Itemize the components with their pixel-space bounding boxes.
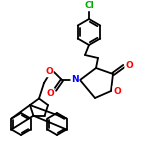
Text: O: O: [125, 60, 133, 69]
Text: O: O: [45, 67, 53, 76]
Text: O: O: [46, 88, 54, 97]
Text: O: O: [113, 86, 121, 95]
Text: N: N: [71, 76, 79, 85]
Text: Cl: Cl: [84, 2, 94, 10]
